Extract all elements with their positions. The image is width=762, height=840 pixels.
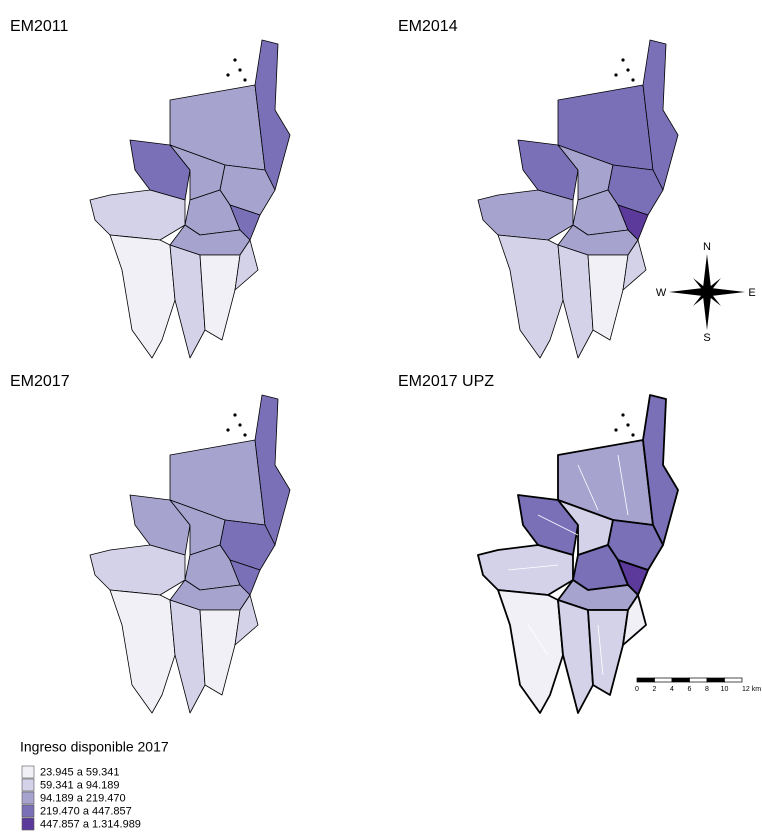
map-panel bbox=[478, 40, 678, 358]
legend-swatch bbox=[22, 779, 34, 791]
scale-segment bbox=[707, 678, 725, 682]
map-dot bbox=[238, 68, 241, 71]
legend-label: 23.945 a 59.341 bbox=[40, 766, 120, 778]
legend-swatch bbox=[22, 766, 34, 778]
map-region bbox=[170, 600, 205, 713]
scale-label: 8 bbox=[705, 686, 709, 693]
map-dot bbox=[626, 68, 629, 71]
scale-segment bbox=[672, 678, 690, 682]
compass-needle bbox=[703, 254, 711, 292]
compass-needle bbox=[669, 288, 707, 296]
scale-segment bbox=[690, 678, 708, 682]
map-dot bbox=[243, 433, 246, 436]
map-dot bbox=[614, 428, 617, 431]
figure: N S E W 0 2 4 6 8 10 12 km Ingreso disponible … bbox=[0, 0, 762, 840]
panel-title: EM2014 bbox=[398, 18, 458, 35]
panel-title: EM2017 bbox=[10, 373, 70, 390]
map-region bbox=[478, 545, 573, 595]
map-dot bbox=[614, 73, 617, 76]
legend-label: 94.189 a 219.470 bbox=[40, 792, 126, 804]
scale-label: 2 bbox=[653, 686, 657, 693]
scale-label: 6 bbox=[688, 686, 692, 693]
map-dot bbox=[626, 423, 629, 426]
compass-label: S bbox=[703, 332, 710, 344]
map-region bbox=[200, 610, 240, 695]
scale-segment bbox=[655, 678, 673, 682]
map-dot bbox=[226, 428, 229, 431]
map-region bbox=[558, 245, 593, 358]
scale-bar: 0 2 4 6 8 10 12 km bbox=[635, 678, 761, 693]
legend-label: 59.341 a 94.189 bbox=[40, 779, 120, 791]
legend-swatch bbox=[22, 805, 34, 817]
scale-label: 4 bbox=[670, 686, 674, 693]
legend-swatch bbox=[22, 818, 34, 830]
compass-needle bbox=[703, 292, 711, 330]
map-dot bbox=[631, 433, 634, 436]
map-dot bbox=[243, 78, 246, 81]
map-region bbox=[498, 235, 563, 358]
map-dot bbox=[631, 78, 634, 81]
map-region bbox=[478, 190, 573, 240]
map-panel bbox=[478, 395, 678, 713]
map-dot bbox=[621, 413, 624, 416]
panel-title: EM2017 UPZ bbox=[398, 373, 494, 390]
legend-label: 447.857 a 1.314.989 bbox=[40, 818, 141, 830]
legend-title: Ingreso disponible 2017 bbox=[20, 739, 169, 755]
panel-title: EM2011 bbox=[10, 18, 69, 35]
map-region bbox=[90, 545, 185, 595]
scale-label: 10 bbox=[721, 686, 729, 693]
legend-label: 219.470 a 447.857 bbox=[40, 805, 132, 817]
map-region bbox=[170, 245, 205, 358]
maps bbox=[90, 40, 678, 713]
compass: N S E W bbox=[656, 241, 756, 344]
map-region bbox=[588, 610, 628, 695]
compass-needle bbox=[707, 288, 745, 296]
map-dot bbox=[233, 413, 236, 416]
map-region bbox=[90, 190, 185, 240]
map-region bbox=[498, 590, 563, 713]
compass-label: N bbox=[703, 241, 711, 253]
scale-label: 0 bbox=[635, 686, 639, 693]
map-region bbox=[110, 235, 175, 358]
map-dot bbox=[621, 58, 624, 61]
compass-label: E bbox=[748, 287, 755, 299]
legend: Ingreso disponible 2017 23.945 a 59.3415… bbox=[20, 739, 169, 831]
map-region bbox=[110, 590, 175, 713]
scale-segment bbox=[725, 678, 743, 682]
compass-label: W bbox=[656, 287, 667, 299]
map-panel bbox=[90, 395, 290, 713]
scale-label: 12 km bbox=[742, 686, 761, 693]
map-region bbox=[588, 255, 628, 340]
map-dot bbox=[233, 58, 236, 61]
scale-segment bbox=[637, 678, 655, 682]
map-dot bbox=[226, 73, 229, 76]
map-panel bbox=[90, 40, 290, 358]
map-region bbox=[200, 255, 240, 340]
map-dot bbox=[238, 423, 241, 426]
legend-swatch bbox=[22, 792, 34, 804]
